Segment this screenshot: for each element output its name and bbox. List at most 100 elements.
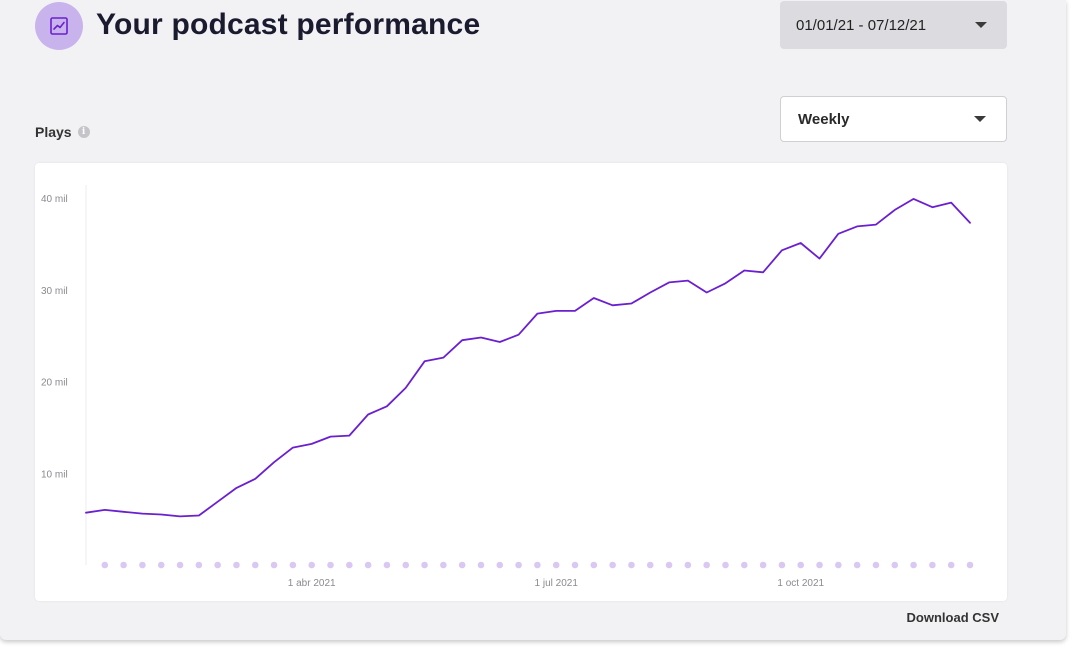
baseline-dot — [383, 561, 391, 569]
baseline-dot — [740, 561, 748, 569]
data-point[interactable] — [891, 206, 899, 214]
baseline-dot — [947, 561, 955, 569]
baseline-dot — [364, 561, 372, 569]
baseline-dot — [101, 561, 109, 569]
chevron-down-icon — [975, 22, 987, 28]
date-range-value: 01/01/21 - 07/12/21 — [796, 16, 927, 34]
y-tick-label: 20 mil — [41, 378, 68, 389]
data-point[interactable] — [289, 444, 297, 452]
baseline-dot — [496, 561, 504, 569]
data-point[interactable] — [552, 307, 560, 315]
download-csv-link[interactable]: Download CSV — [906, 610, 999, 625]
baseline-dot — [571, 561, 579, 569]
data-point[interactable] — [571, 307, 579, 315]
data-point[interactable] — [364, 411, 372, 419]
baseline-dot — [251, 561, 259, 569]
page-title: Your podcast performance — [96, 8, 481, 41]
baseline-dot — [590, 561, 598, 569]
metric-label-text: Plays — [35, 124, 72, 140]
data-point[interactable] — [646, 289, 654, 297]
x-tick-label: 1 jul 2021 — [535, 578, 579, 589]
baseline-dot — [289, 561, 297, 569]
x-tick-label: 1 abr 2021 — [288, 578, 336, 589]
baseline-dot — [665, 561, 673, 569]
data-point[interactable] — [853, 222, 861, 230]
data-point[interactable] — [665, 278, 673, 286]
info-icon[interactable]: i — [77, 126, 90, 138]
data-point[interactable] — [439, 354, 447, 362]
y-tick-label: 10 mil — [41, 469, 68, 480]
baseline-dot — [458, 561, 466, 569]
data-point[interactable] — [251, 475, 259, 483]
chevron-down-icon — [974, 116, 986, 122]
data-point[interactable] — [740, 266, 748, 274]
data-point[interactable] — [684, 277, 692, 285]
data-point[interactable] — [778, 246, 786, 254]
baseline-dot — [515, 561, 522, 569]
baseline-dot — [835, 561, 842, 569]
baseline-dot — [759, 561, 767, 569]
baseline-dot — [684, 561, 692, 569]
baseline-dot — [120, 561, 127, 569]
data-point[interactable] — [138, 510, 146, 518]
baseline-dot — [214, 561, 221, 569]
data-point[interactable] — [590, 294, 598, 302]
baseline-dot — [703, 561, 710, 569]
data-point[interactable] — [703, 289, 711, 297]
data-point[interactable] — [910, 195, 918, 203]
data-point[interactable] — [270, 458, 278, 466]
data-point[interactable] — [872, 221, 880, 229]
data-point[interactable] — [609, 301, 617, 309]
data-point[interactable] — [101, 506, 109, 514]
baseline-dot — [609, 561, 616, 569]
data-point[interactable] — [345, 432, 353, 440]
frequency-dropdown[interactable]: Weekly — [780, 96, 1007, 142]
baseline-dot — [139, 561, 146, 569]
data-point[interactable] — [834, 230, 842, 238]
baseline-dot — [797, 561, 805, 569]
data-point[interactable] — [120, 508, 128, 516]
baseline-dot — [327, 561, 334, 569]
data-point[interactable] — [797, 239, 805, 247]
data-point[interactable] — [533, 310, 541, 318]
data-point[interactable] — [966, 219, 974, 227]
data-point[interactable] — [721, 279, 729, 287]
data-point[interactable] — [759, 268, 767, 276]
data-point[interactable] — [195, 511, 203, 519]
data-point[interactable] — [496, 338, 504, 346]
metric-label: Plays i — [35, 124, 90, 140]
baseline-dot — [910, 561, 917, 569]
date-range-dropdown[interactable]: 01/01/21 - 07/12/21 — [780, 1, 1007, 49]
baseline-dot — [195, 561, 203, 569]
baseline-dot — [646, 561, 654, 569]
plays-line-chart: 10 mil 20 mil 30 mil 40 mil 1 abr 2021 1 jul … — [41, 185, 974, 589]
data-point[interactable] — [477, 333, 485, 341]
baseline-dot — [872, 561, 880, 569]
baseline-dot — [891, 561, 899, 569]
plays-chart-card: 10 mil 20 mil 30 mil 40 mil 1 abr 2021 1 jul … — [35, 163, 1007, 601]
data-point[interactable] — [421, 357, 429, 365]
data-point[interactable] — [383, 402, 391, 410]
data-point[interactable] — [928, 203, 936, 211]
data-point[interactable] — [947, 199, 955, 207]
data-point[interactable] — [176, 512, 184, 520]
baseline-dot — [440, 561, 447, 569]
data-point[interactable] — [515, 331, 523, 339]
data-point[interactable] — [816, 255, 824, 263]
data-point[interactable] — [232, 484, 240, 492]
baseline-dot — [402, 561, 410, 569]
data-point[interactable] — [82, 509, 90, 517]
baseline-dot — [534, 561, 541, 569]
data-point[interactable] — [157, 511, 165, 519]
data-point[interactable] — [327, 433, 335, 441]
plays-series-line — [85, 198, 971, 518]
baseline-dot — [270, 561, 278, 569]
x-tick-label: 1 oct 2021 — [777, 578, 824, 589]
baseline-dot — [628, 561, 635, 569]
data-point[interactable] — [627, 300, 635, 308]
data-point[interactable] — [458, 336, 466, 344]
data-point[interactable] — [214, 498, 222, 506]
data-point[interactable] — [308, 440, 316, 448]
data-point[interactable] — [402, 384, 410, 392]
